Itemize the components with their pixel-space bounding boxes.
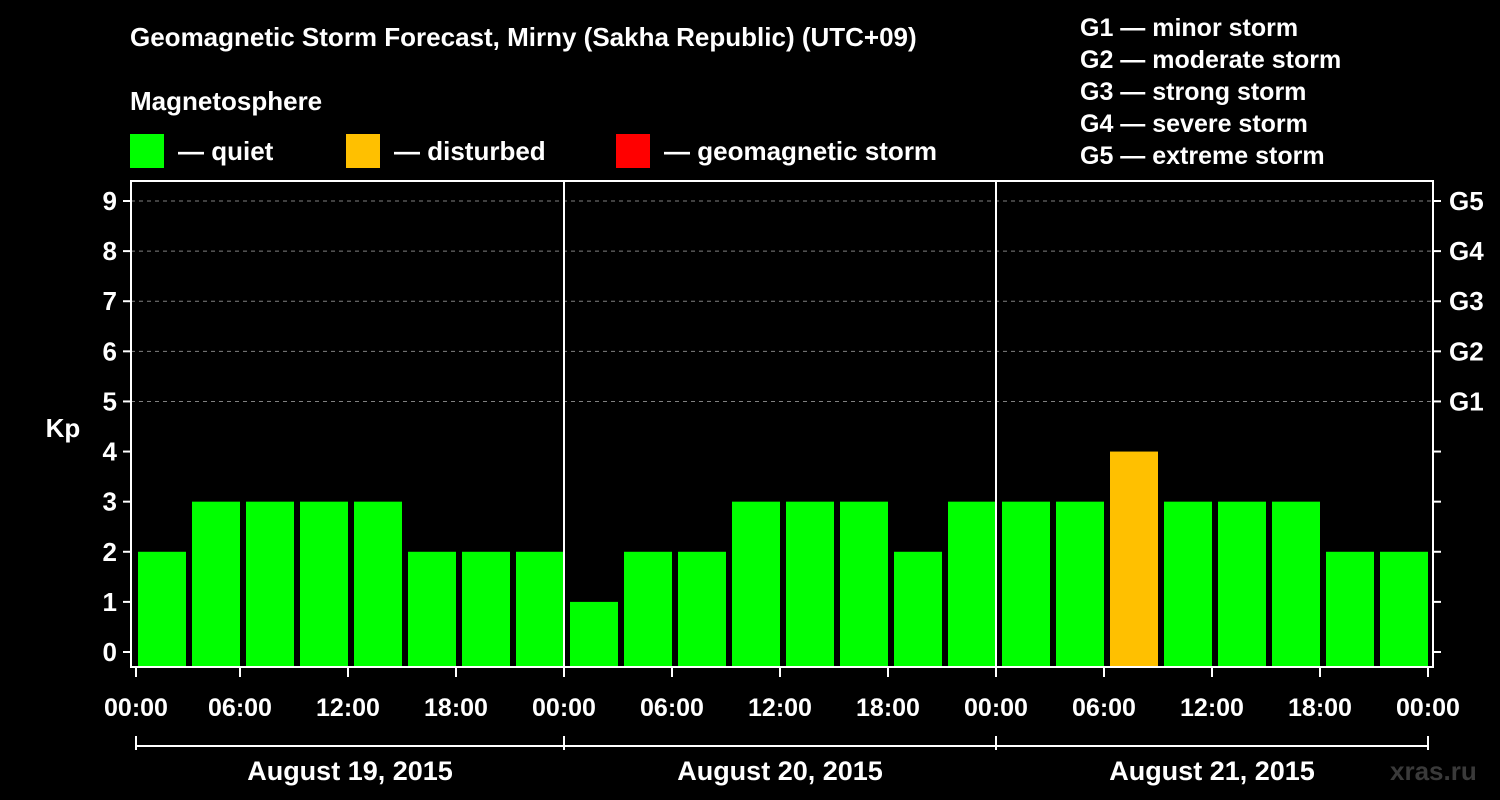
bar-kp-21 xyxy=(1272,501,1320,667)
x-tick-label-10: 12:00 xyxy=(1180,694,1244,722)
bar-kp-10 xyxy=(678,551,726,667)
g-label-G1: G1 xyxy=(1449,386,1484,416)
chart-title: Geomagnetic Storm Forecast, Mirny (Sakha… xyxy=(130,22,917,52)
legend-label-disturbed: — disturbed xyxy=(394,135,546,166)
y-tick-label-5: 5 xyxy=(103,386,117,416)
bar-kp-13 xyxy=(840,501,888,667)
x-tick-label-1: 06:00 xyxy=(208,694,272,722)
bar-kp-5 xyxy=(408,551,456,667)
x-tick-label-11: 18:00 xyxy=(1288,694,1352,722)
x-tick-label-4: 00:00 xyxy=(532,694,596,722)
x-tick-label-5: 06:00 xyxy=(640,694,704,722)
bar-kp-22 xyxy=(1326,551,1374,667)
y-tick-label-8: 8 xyxy=(103,236,117,266)
bar-kp-1 xyxy=(192,501,240,667)
bar-kp-3 xyxy=(300,501,348,667)
y-tick-label-6: 6 xyxy=(103,336,117,366)
storm-scale-g1: G1 — minor storm xyxy=(1080,14,1299,42)
g-label-G4: G4 xyxy=(1449,236,1484,266)
day-label-2: August 21, 2015 xyxy=(1109,756,1315,786)
x-tick-label-0: 00:00 xyxy=(104,694,168,722)
legend-item-storm: — geomagnetic storm xyxy=(616,134,937,168)
legend-heading: Magnetosphere xyxy=(130,86,323,116)
g-label-G2: G2 xyxy=(1449,336,1484,366)
bar-kp-2 xyxy=(246,501,294,667)
bar-kp-4 xyxy=(354,501,402,667)
y-tick-label-9: 9 xyxy=(103,186,117,216)
g-label-G3: G3 xyxy=(1449,286,1484,316)
y-tick-label-7: 7 xyxy=(103,286,117,316)
bar-kp-11 xyxy=(732,501,780,667)
legend-swatch-storm xyxy=(616,134,650,168)
bar-kp-9 xyxy=(624,551,672,667)
x-tick-label-2: 12:00 xyxy=(316,694,380,722)
bar-kp-17 xyxy=(1056,501,1104,667)
bar-kp-6 xyxy=(462,551,510,667)
plot-frame xyxy=(130,180,1434,668)
bar-kp-15 xyxy=(948,501,996,667)
legend-item-quiet: — quiet xyxy=(130,134,273,168)
x-tick-label-7: 18:00 xyxy=(856,694,920,722)
bar-kp-19 xyxy=(1164,501,1212,667)
x-tick-label-12: 00:00 xyxy=(1396,694,1460,722)
x-tick-label-3: 18:00 xyxy=(424,694,488,722)
storm-scale-legend: G1 — minor storm G2 — moderate storm G3 … xyxy=(1080,12,1341,172)
y-tick-label-0: 0 xyxy=(103,637,117,667)
storm-scale-g3: G3 — strong storm xyxy=(1080,78,1307,106)
bar-kp-12 xyxy=(786,501,834,667)
bar-kp-23 xyxy=(1380,551,1428,667)
legend-swatch-quiet xyxy=(130,134,164,168)
y-tick-label-1: 1 xyxy=(103,587,117,617)
x-tick-label-9: 06:00 xyxy=(1072,694,1136,722)
y-tick-label-2: 2 xyxy=(103,537,117,567)
y-axis-label: Kp xyxy=(46,413,81,443)
bar-kp-14 xyxy=(894,551,942,667)
day-label-1: August 20, 2015 xyxy=(677,756,883,786)
bar-kp-16 xyxy=(1002,501,1050,667)
y-tick-label-3: 3 xyxy=(103,487,117,517)
bar-kp-18 xyxy=(1110,451,1158,667)
storm-scale-g2: G2 — moderate storm xyxy=(1080,46,1342,74)
storm-scale-g4: G4 — severe storm xyxy=(1080,110,1308,138)
y-tick-label-4: 4 xyxy=(103,437,118,467)
bar-kp-7 xyxy=(516,551,564,667)
g-label-G5: G5 xyxy=(1449,186,1484,216)
legend-item-disturbed: — disturbed xyxy=(346,134,546,168)
day-label-0: August 19, 2015 xyxy=(247,756,453,786)
storm-scale-g5: G5 — extreme storm xyxy=(1080,142,1325,170)
bar-kp-20 xyxy=(1218,501,1266,667)
x-tick-label-8: 00:00 xyxy=(964,694,1028,722)
legend-label-storm: — geomagnetic storm xyxy=(664,135,938,166)
x-tick-label-6: 12:00 xyxy=(748,694,812,722)
bar-kp-0 xyxy=(138,551,186,667)
legend-label-quiet: — quiet xyxy=(178,135,274,166)
bar-kp-8 xyxy=(570,601,618,667)
legend-swatch-disturbed xyxy=(346,134,380,168)
watermark: xras.ru xyxy=(1390,756,1477,786)
